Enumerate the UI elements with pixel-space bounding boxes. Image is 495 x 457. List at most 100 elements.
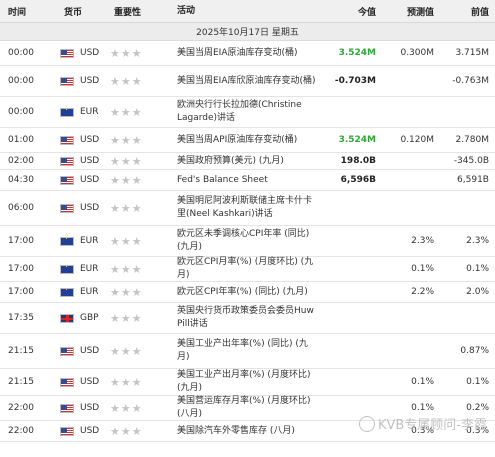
event-name: Fed's Balance Sheet bbox=[177, 174, 268, 185]
table-row[interactable]: 22:00 USD ★★★ 美国营运库存月率(%) (月度环比) (八月) 0.1% 0.… bbox=[0, 396, 495, 421]
event-currency: USD bbox=[60, 48, 110, 58]
table-row[interactable]: 00:00 USD ★★★ 美国当周EIA原油库存变动(桶) 3.524M 0.300M 3… bbox=[0, 41, 495, 66]
event-time: 21:15 bbox=[8, 346, 34, 356]
event-time: 01:00 bbox=[8, 135, 34, 145]
event-currency: USD bbox=[60, 377, 110, 387]
importance-stars: ★★★ bbox=[110, 262, 143, 276]
importance-stars: ★★★ bbox=[110, 133, 143, 147]
us-flag-icon bbox=[60, 203, 74, 213]
event-name: 欧元区CPI年率(%) (同比) (九月) bbox=[177, 286, 308, 297]
event-time: 17:35 bbox=[8, 313, 34, 323]
header-actual: 今值 bbox=[357, 7, 376, 18]
event-name: 美国政府预算(美元) (九月) bbox=[177, 155, 284, 166]
importance-stars: ★★★ bbox=[110, 311, 143, 325]
header-importance: 重要性 bbox=[114, 7, 142, 18]
importance-stars: ★★★ bbox=[110, 285, 143, 299]
event-forecast: 0.3% bbox=[411, 426, 434, 436]
event-actual: 198.0B bbox=[340, 156, 376, 166]
table-header: 时间 货币 重要性 活动 今值 预测值 前值 bbox=[0, 0, 495, 23]
event-time: 17:00 bbox=[8, 236, 34, 246]
table-row[interactable]: 21:15 USD ★★★ 美国工业产出年率(%) (同比) (九月) 0.87% bbox=[0, 334, 495, 369]
eu-flag-icon bbox=[60, 107, 74, 117]
us-flag-icon bbox=[60, 346, 74, 356]
us-flag-icon bbox=[60, 156, 74, 166]
table-row[interactable]: 06:00 USD ★★★ 美国明尼阿波利斯联储主席卡什卡里(Neel Kashkar… bbox=[0, 191, 495, 226]
header-forecast: 预测值 bbox=[406, 7, 434, 18]
event-previous: 3.715M bbox=[455, 48, 489, 58]
currency-code: EUR bbox=[80, 264, 99, 274]
currency-code: EUR bbox=[80, 236, 99, 246]
currency-code: USD bbox=[80, 76, 100, 86]
event-name: 欧洲央行行长拉加德(Christine Lagarde)讲话 bbox=[177, 100, 302, 123]
gb-flag-icon bbox=[60, 313, 74, 323]
event-time: 21:15 bbox=[8, 377, 34, 387]
event-previous: 2.3% bbox=[466, 236, 489, 246]
us-flag-icon bbox=[60, 48, 74, 58]
table-row[interactable]: 00:00 EUR ★★★ 欧洲央行行长拉加德(Christine Lagarde)讲… bbox=[0, 97, 495, 128]
importance-stars: ★★★ bbox=[110, 105, 143, 119]
event-forecast: 0.1% bbox=[411, 377, 434, 387]
watermark: KVB专属顾问-李霞 bbox=[358, 414, 487, 433]
event-name: 美国明尼阿波利斯联储主席卡什卡里(Neel Kashkari)讲话 bbox=[177, 196, 313, 219]
event-previous: 0.2% bbox=[466, 403, 489, 413]
event-currency: EUR bbox=[60, 264, 110, 274]
event-name: 美国当周EIA原油库存变动(桶) bbox=[177, 47, 298, 58]
event-currency: USD bbox=[60, 346, 110, 356]
importance-stars: ★★★ bbox=[110, 46, 143, 60]
date-bar: 2025年10月17日 星期五 bbox=[0, 23, 495, 41]
event-currency: EUR bbox=[60, 236, 110, 246]
header-time: 时间 bbox=[8, 7, 27, 18]
event-currency: USD bbox=[60, 175, 110, 185]
event-time: 04:30 bbox=[8, 175, 34, 185]
event-name: 美国当周API原油库存变动(桶) bbox=[177, 134, 298, 145]
eu-flag-icon bbox=[60, 287, 74, 297]
currency-code: GBP bbox=[80, 313, 99, 323]
currency-code: USD bbox=[80, 426, 100, 436]
event-time: 17:00 bbox=[8, 287, 34, 297]
table-row[interactable]: 17:00 EUR ★★★ 欧元区未季调核心CPI年率 (同比) (九月) 2.3% 2.… bbox=[0, 226, 495, 257]
event-currency: EUR bbox=[60, 107, 110, 117]
currency-code: EUR bbox=[80, 287, 99, 297]
currency-code: USD bbox=[80, 48, 100, 58]
event-forecast: 2.2% bbox=[411, 287, 434, 297]
event-forecast: 2.3% bbox=[411, 236, 434, 246]
table-row[interactable]: 01:00 USD ★★★ 美国当周API原油库存变动(桶) 3.524M 0.120M 2… bbox=[0, 128, 495, 153]
us-flag-icon bbox=[60, 76, 74, 86]
importance-stars: ★★★ bbox=[110, 401, 143, 415]
event-name: 美国营运库存月率(%) (月度环比) (八月) bbox=[177, 396, 311, 419]
event-time: 00:00 bbox=[8, 76, 34, 86]
watermark-text: KVB专属顾问-李霞 bbox=[377, 418, 487, 433]
currency-code: USD bbox=[80, 135, 100, 145]
event-actual: 3.524M bbox=[338, 135, 376, 145]
importance-stars: ★★★ bbox=[110, 154, 143, 168]
header-currency: 货币 bbox=[64, 7, 83, 18]
event-currency: EUR bbox=[60, 287, 110, 297]
table-row[interactable]: 04:30 USD ★★★ Fed's Balance Sheet 6,596B 6,59… bbox=[0, 170, 495, 191]
table-row[interactable]: 21:15 USD ★★★ 美国工业产出月率(%) (月度环比) (九月) 0.1% 0.… bbox=[0, 369, 495, 396]
event-actual: 6,596B bbox=[340, 175, 376, 185]
table-row[interactable]: 22:00 USD ★★★ 美国除汽车外零售库存 (八月) 0.3% 0.3% bbox=[0, 421, 495, 442]
event-time: 22:00 bbox=[8, 403, 34, 413]
table-row[interactable]: 00:00 USD ★★★ 美国当周EIA库欣原油库存变动(桶) -0.703M -0.7… bbox=[0, 66, 495, 97]
importance-stars: ★★★ bbox=[110, 173, 143, 187]
currency-code: USD bbox=[80, 403, 100, 413]
event-name: 英国央行货币政策委员会委员Huw Pill讲话 bbox=[177, 306, 314, 329]
event-currency: USD bbox=[60, 156, 110, 166]
table-row[interactable]: 17:00 EUR ★★★ 欧元区CPI月率(%) (月度环比) (九月) 0.1% 0.… bbox=[0, 257, 495, 282]
event-previous: 0.1% bbox=[466, 264, 489, 274]
us-flag-icon bbox=[60, 135, 74, 145]
importance-stars: ★★★ bbox=[110, 344, 143, 358]
table-row[interactable]: 17:00 EUR ★★★ 欧元区CPI年率(%) (同比) (九月) 2.2% 2.0% bbox=[0, 282, 495, 303]
eu-flag-icon bbox=[60, 236, 74, 246]
importance-stars: ★★★ bbox=[110, 375, 143, 389]
table-row[interactable]: 17:35 GBP ★★★ 英国央行货币政策委员会委员Huw Pill讲话 bbox=[0, 303, 495, 334]
event-time: 06:00 bbox=[8, 203, 34, 213]
event-previous: 2.0% bbox=[466, 287, 489, 297]
event-previous: 0.1% bbox=[466, 377, 489, 387]
event-time: 00:00 bbox=[8, 48, 34, 58]
event-forecast: 0.1% bbox=[411, 403, 434, 413]
event-previous: -0.763M bbox=[452, 76, 489, 86]
us-flag-icon bbox=[60, 377, 74, 387]
event-list: 00:00 USD ★★★ 美国当周EIA原油库存变动(桶) 3.524M 0.300M 3… bbox=[0, 41, 495, 442]
table-row[interactable]: 02:00 USD ★★★ 美国政府预算(美元) (九月) 198.0B -345.0B bbox=[0, 153, 495, 170]
